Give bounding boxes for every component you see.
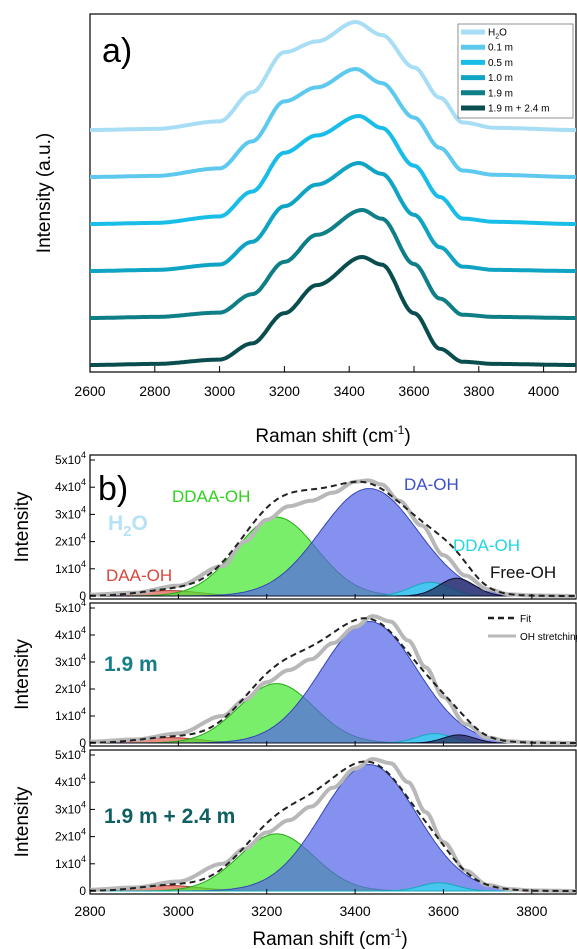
panel-a-legend: H2O 0.1 m 0.5 m 1.0 m 1.9 m 1.9 m + 2.4 m [457, 23, 574, 119]
x-tick-label: 3600 [398, 383, 429, 399]
series-line-0-5-m [89, 114, 577, 226]
x-tick-label: 2600 [74, 383, 105, 399]
y-tick-label: 0 [79, 589, 86, 603]
panel-b-x-axis-title: Raman shift (cm-1) [252, 926, 407, 949]
subplot-y-axis-title: Intensity [12, 491, 33, 562]
panel-a-label: a) [102, 32, 132, 70]
component-label-da: DA-OH [404, 475, 459, 494]
panel-b-subplot-1-9m-2-4m: 0 1x104 2x104 3x104 4x104 5x104 Intensity 1.9 m… [12, 745, 577, 898]
x-tick-label: 3000 [163, 903, 194, 919]
panel-a-chart: a) 2600 2800 3000 3200 3400 3600 3800 4000 Rama… [34, 13, 577, 447]
x-tick-label: 3800 [463, 383, 494, 399]
component-peak-free [90, 734, 576, 744]
subplot-y-axis-title: Intensity [12, 639, 33, 710]
y-tick-label: 5x104 [55, 745, 86, 762]
series-line-1-9-m-2-4-m [89, 255, 577, 367]
component-label-ddaa: DDAA-OH [172, 487, 250, 506]
legend-entry-label: 1.9 m [488, 88, 513, 99]
panel-a-series-lines [89, 20, 577, 367]
x-tick-label: 3400 [340, 903, 371, 919]
panel-a-x-ticks: 2600 2800 3000 3200 3400 3600 3800 4000 [74, 366, 559, 399]
x-tick-label: 3400 [334, 383, 365, 399]
x-tick-label: 3000 [204, 383, 235, 399]
component-peak-da [90, 620, 576, 744]
series-line-0-1-m [89, 67, 577, 179]
panel-b-chart: b) 0 1x104 2x104 3x104 4x104 5x104 Intensity H2… [12, 450, 577, 949]
y-tick-label: 1x104 [55, 706, 86, 723]
y-tick-label: 3x104 [55, 652, 86, 669]
fit-line [90, 480, 576, 597]
y-tick-label: 2x104 [55, 827, 86, 844]
legend-entry-label: 0.5 m [488, 58, 513, 69]
y-tick-label: 2x104 [55, 679, 86, 696]
series-line-1-0-m [89, 161, 577, 273]
panel-a-y-axis-title: Intensity (a.u.) [34, 133, 55, 253]
panel-a-x-axis-title: Raman shift (cm-1) [255, 423, 410, 447]
x-tick-label: 3600 [428, 903, 459, 919]
panel-a-frame [89, 13, 577, 373]
subplot-frame [89, 749, 577, 895]
x-tick-label: 2800 [139, 383, 170, 399]
y-tick-label: 4x104 [55, 625, 86, 642]
series-line-1-9-m [89, 208, 577, 320]
y-tick-label: 5x104 [55, 450, 86, 467]
series-line-h2o [89, 20, 577, 132]
component-label-free: Free-OH [490, 563, 556, 582]
component-peak-free [90, 577, 576, 597]
panel-b-label: b) [98, 470, 128, 508]
sample-label: 1.9 m + 2.4 m [104, 805, 235, 828]
subplot-y-axis-title: Intensity [12, 786, 33, 857]
y-tick-label: 1x104 [55, 854, 86, 871]
panel-b-legend: Fit OH stretching band [488, 614, 577, 643]
subplot-frame [89, 454, 577, 600]
legend-entry-oh-stretching-band: OH stretching band [520, 632, 577, 643]
legend-entry-fit: Fit [520, 614, 531, 625]
panel-b-x-ticks: 2800 3000 3200 3400 3600 3800 [74, 903, 547, 919]
y-tick-label: 3x104 [55, 504, 86, 521]
panel-b-subplot-1-9m: 0 1x104 2x104 3x104 4x104 5x104 Intensity 1.9 m [12, 598, 577, 750]
subplot-frame [89, 602, 577, 747]
x-tick-label: 3200 [269, 383, 300, 399]
y-tick-label: 4x104 [55, 477, 86, 494]
x-tick-label: 4000 [528, 383, 559, 399]
y-tick-label: 1x104 [55, 559, 86, 576]
component-label-daa: DAA-OH [106, 566, 172, 585]
fit-line [90, 617, 576, 744]
y-tick-label: 2x104 [55, 532, 86, 549]
x-tick-label: 2800 [74, 903, 105, 919]
legend-entry-label: H2O [488, 28, 507, 41]
legend-entry-label: 1.9 m + 2.4 m [488, 104, 549, 115]
y-tick-label: 5x104 [55, 598, 86, 615]
panel-a-legend-frame [457, 23, 574, 119]
y-tick-label: 0 [79, 884, 86, 898]
component-label-dda: DDA-OH [453, 536, 520, 555]
x-tick-label: 3200 [251, 903, 282, 919]
component-peak-dda [90, 882, 576, 892]
x-tick-label: 3800 [516, 903, 547, 919]
y-tick-label: 4x104 [55, 772, 86, 789]
panel-b-subplot-h2o: 0 1x104 2x104 3x104 4x104 5x104 Intensity H2O [12, 450, 577, 603]
y-tick-label: 3x104 [55, 799, 86, 816]
legend-entry-label: 0.1 m [488, 43, 513, 54]
y-tick-label: 0 [79, 736, 86, 750]
panel-b-component-labels: DAA-OH DDAA-OH DA-OH DDA-OH Free-OH [106, 475, 556, 585]
sample-label: 1.9 m [104, 653, 158, 676]
legend-entry-label: 1.0 m [488, 73, 513, 84]
fit-line [90, 760, 576, 892]
sample-label: H2O [108, 512, 148, 540]
